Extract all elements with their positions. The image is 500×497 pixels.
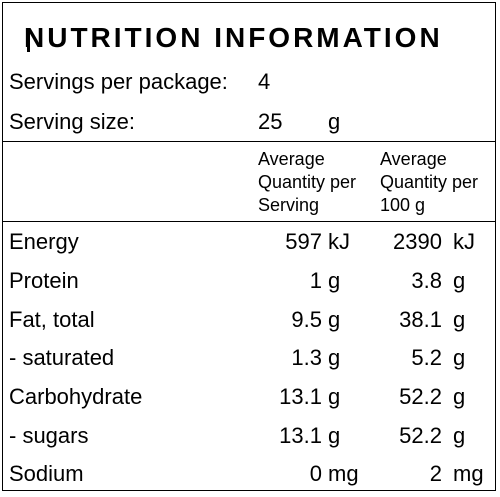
text-cursor [27, 28, 30, 52]
nutrient-name: Protein [9, 268, 79, 293]
panel-title: NUTRITION INFORMATION [24, 22, 443, 53]
serving-value: 13.1 [279, 423, 322, 448]
per100-value: 5.2 [411, 345, 442, 370]
column-header-line: Serving [258, 195, 320, 215]
per100-unit: g [453, 423, 466, 448]
column-header-per-100g: Average Quantity per 100 g [380, 148, 478, 217]
serving-unit: g [328, 345, 341, 370]
serving-unit: g [328, 384, 341, 409]
nutrient-name: Fat, total [9, 307, 95, 332]
per100-value: 3.8 [411, 268, 442, 293]
per100-value: 2 [429, 461, 442, 486]
nutrient-name: Energy [9, 229, 79, 254]
per100-unit: kJ [453, 229, 475, 254]
divider-header [2, 221, 496, 222]
serving-unit: g [328, 307, 341, 332]
serving-value: 1 [309, 268, 322, 293]
column-header-per-serving: Average Quantity per Serving [258, 148, 356, 217]
nutrition-panel [2, 2, 496, 491]
serving-value: 13.1 [279, 384, 322, 409]
serving-unit: kJ [328, 229, 350, 254]
column-header-line: Average [258, 149, 325, 169]
per100-unit: g [453, 345, 466, 370]
per100-value: 2390 [393, 229, 442, 254]
nutrient-name: - saturated [9, 345, 115, 370]
per100-value: 52.2 [399, 384, 442, 409]
serving-unit: g [328, 423, 341, 448]
column-header-line: Quantity per [380, 172, 479, 192]
per100-unit: g [453, 307, 466, 332]
serving-value: 597 [285, 229, 322, 254]
serving-size-value: 25 [258, 109, 283, 134]
nutrient-name: Sodium [9, 461, 84, 486]
serving-size-unit: g [328, 109, 341, 134]
divider-top [2, 141, 496, 142]
per100-value: 38.1 [399, 307, 442, 332]
per100-unit: g [453, 268, 466, 293]
servings-per-package-label: Servings per package: [9, 69, 228, 94]
serving-unit: g [328, 268, 341, 293]
column-header-line: 100 g [380, 195, 426, 215]
servings-per-package-value: 4 [258, 69, 271, 94]
nutrient-name: - sugars [9, 423, 89, 448]
column-header-line: Average [380, 149, 447, 169]
per100-value: 52.2 [399, 423, 442, 448]
serving-value: 1.3 [291, 345, 322, 370]
serving-unit: mg [328, 461, 359, 486]
serving-size-label: Serving size: [9, 109, 135, 134]
nutrient-name: Carbohydrate [9, 384, 143, 409]
per100-unit: mg [453, 461, 484, 486]
per100-unit: g [453, 384, 466, 409]
serving-value: 9.5 [291, 307, 322, 332]
column-header-line: Quantity per [258, 172, 357, 192]
serving-value: 0 [309, 461, 322, 486]
